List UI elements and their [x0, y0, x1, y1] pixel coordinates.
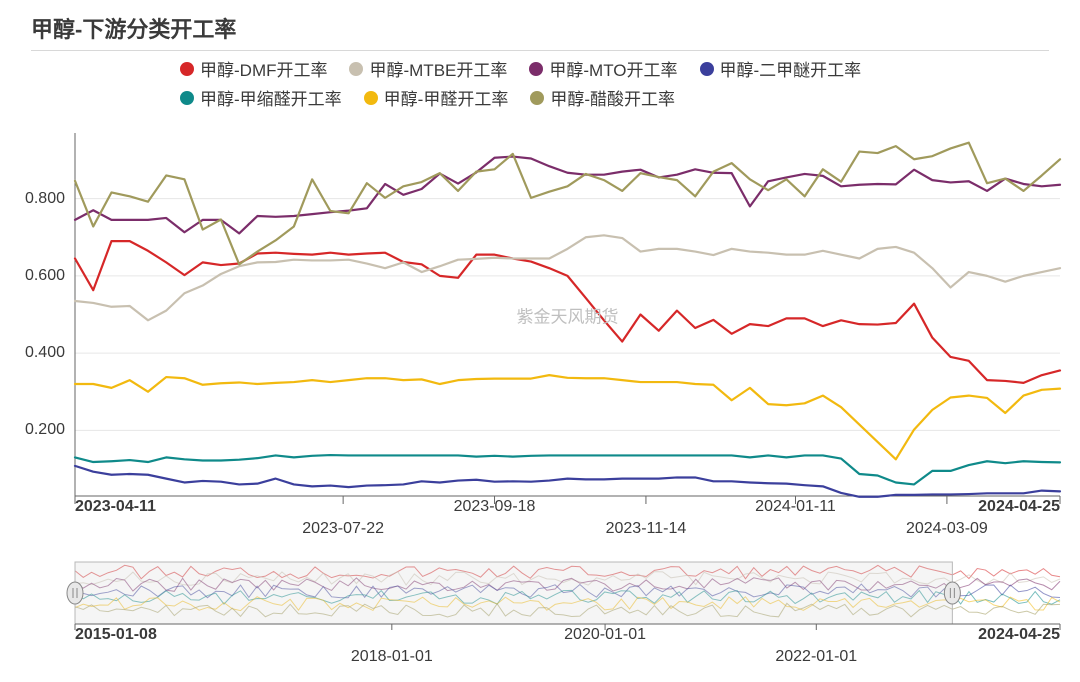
legend-dot-icon [529, 62, 543, 76]
legend-dot-icon [530, 91, 544, 105]
legend-label: 甲醇-甲缩醛开工率 [200, 85, 342, 110]
brush-x-tick-label: 2018-01-01 [351, 648, 433, 666]
series-formaldehyde [75, 375, 1060, 459]
legend-label: 甲醇-MTBE开工率 [369, 56, 507, 81]
brush-x-tick-label: 2020-01-01 [564, 626, 646, 644]
y-tick-label: 0.800 [5, 190, 65, 208]
main-chart-svg [75, 133, 1060, 496]
legend-item[interactable]: 甲醇-甲缩醛开工率 [180, 85, 342, 110]
legend-dot-icon [364, 91, 378, 105]
x-tick-label: 2024-01-11 [755, 498, 836, 516]
brush-x-tick-label: 2024-04-25 [978, 626, 1060, 644]
series-dme [75, 466, 1060, 497]
legend-dot-icon [700, 62, 714, 76]
legend-label: 甲醇-醋酸开工率 [550, 85, 675, 110]
chart-title: 甲醇-下游分类开工率 [31, 17, 236, 42]
x-tick-label: 2023-07-22 [302, 520, 384, 538]
legend-label: 甲醇-MTO开工率 [549, 56, 677, 81]
legend-dot-icon [349, 62, 363, 76]
legend-item[interactable]: 甲醇-醋酸开工率 [530, 85, 675, 110]
brush-handle-right[interactable] [944, 582, 960, 604]
series-acetic [75, 143, 1060, 265]
legend-item[interactable]: 甲醇-甲醛开工率 [364, 85, 509, 110]
title-row: 甲醇-下游分类开工率 [31, 12, 1049, 51]
legend-item[interactable]: 甲醇-MTBE开工率 [349, 56, 507, 81]
series-mtbe [75, 235, 1060, 320]
legend-dot-icon [180, 91, 194, 105]
legend-item[interactable]: 甲醇-二甲醚开工率 [700, 56, 862, 81]
x-tick-label: 2023-04-11 [75, 498, 156, 516]
y-tick-label: 0.600 [5, 267, 65, 285]
legend-label: 甲醇-DMF开工率 [200, 56, 327, 81]
legend-label: 甲醇-二甲醚开工率 [720, 56, 862, 81]
brush-x-tick-label: 2015-01-08 [75, 626, 157, 644]
brush-chart[interactable]: 2015-01-082020-01-012024-04-252018-01-01… [75, 562, 1060, 624]
legend: 甲醇-DMF开工率 甲醇-MTBE开工率 甲醇-MTO开工率 甲醇-二甲醚开工率甲醇-… [180, 56, 1020, 110]
legend-label: 甲醇-甲醛开工率 [384, 85, 509, 110]
y-tick-label: 0.400 [5, 344, 65, 362]
y-tick-label: 0.200 [5, 421, 65, 439]
brush-handle-left[interactable] [67, 582, 83, 604]
brush-selection[interactable] [75, 562, 952, 624]
x-tick-label: 2023-09-18 [454, 498, 536, 516]
x-tick-label: 2024-04-25 [978, 498, 1060, 516]
chart-root: 甲醇-下游分类开工率 甲醇-DMF开工率甲醇-MTBE开工率甲醇-MTO开工率甲… [0, 0, 1080, 682]
brush-x-tick-label: 2022-01-01 [775, 648, 857, 666]
legend-item[interactable]: 甲醇-DMF开工率 [180, 56, 327, 81]
series-methylal [75, 455, 1060, 484]
brush-chart-svg [75, 562, 1060, 624]
x-tick-label: 2024-03-09 [906, 520, 988, 538]
legend-dot-icon [180, 62, 194, 76]
main-chart[interactable]: 紫金天风期货 0.2000.4000.6000.800 2023-04-1120… [75, 133, 1060, 496]
x-tick-label: 2023-11-14 [606, 520, 687, 538]
legend-item[interactable]: 甲醇-MTO开工率 [529, 56, 677, 81]
series-dmf [75, 241, 1060, 383]
